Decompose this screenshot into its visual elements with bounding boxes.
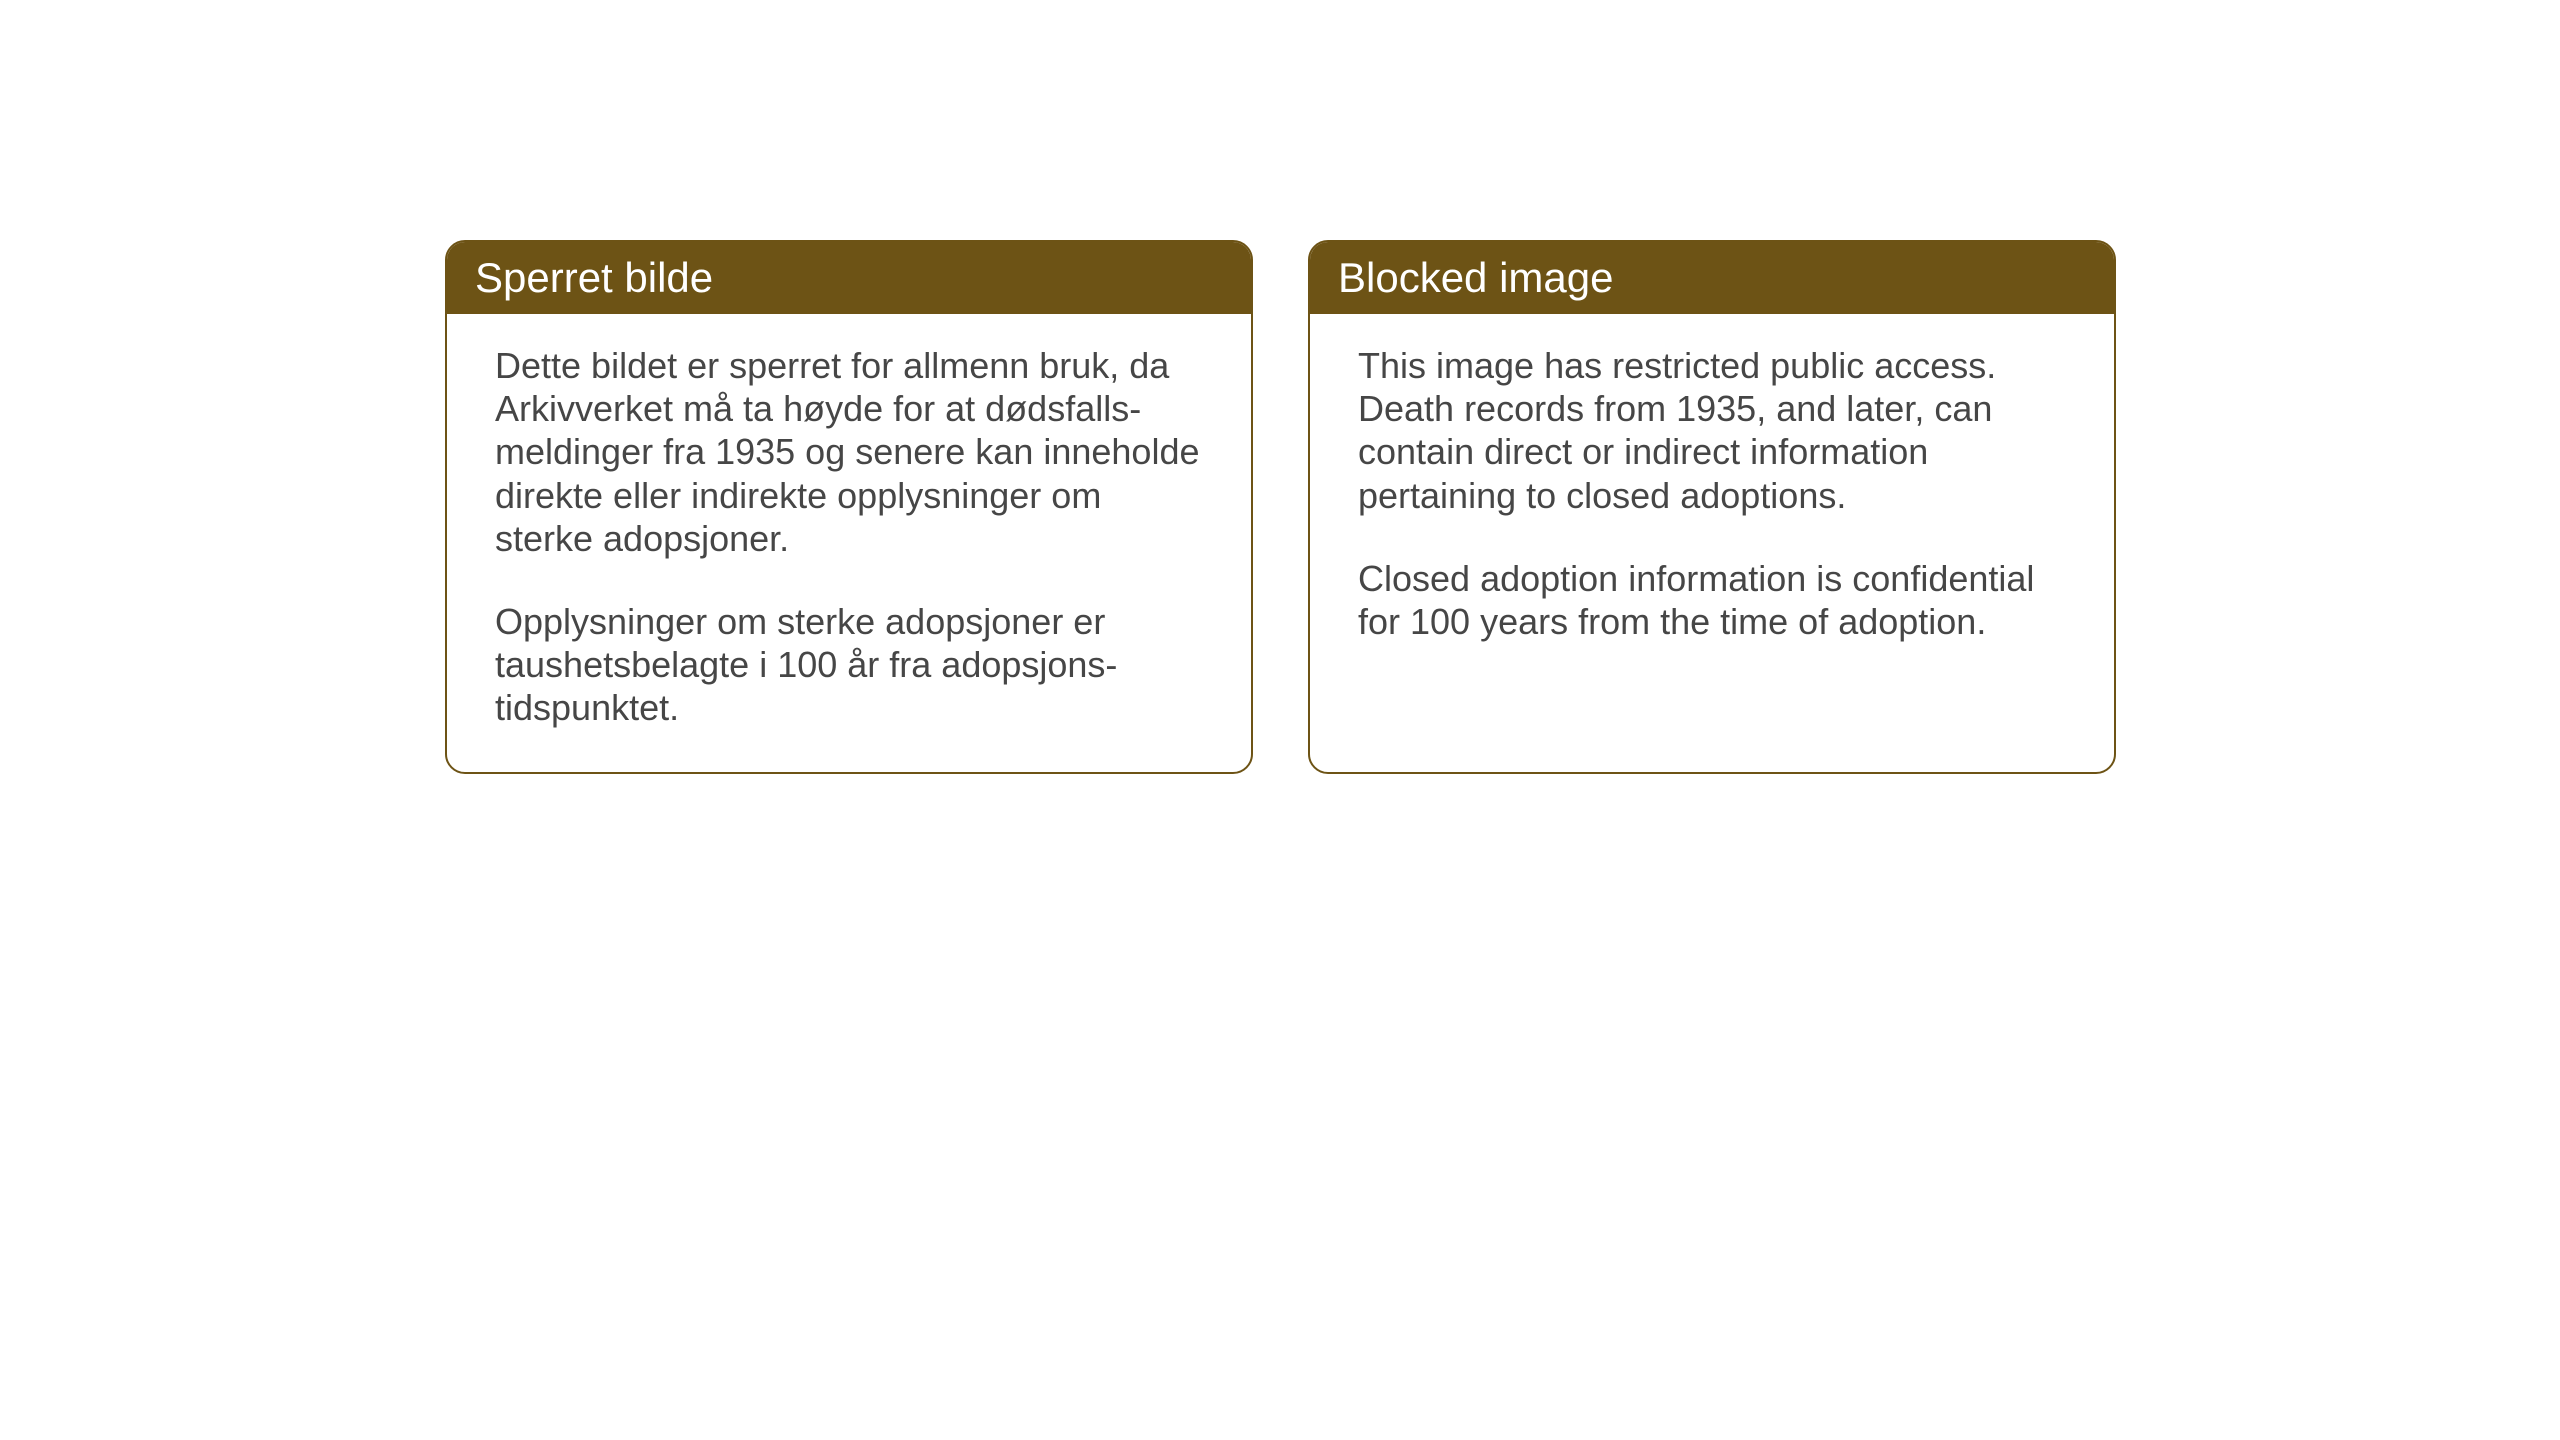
english-paragraph-1: This image has restricted public access.… [1358,344,2066,517]
english-card-body: This image has restricted public access.… [1310,314,2114,685]
norwegian-paragraph-1: Dette bildet er sperret for allmenn bruk… [495,344,1203,560]
norwegian-paragraph-2: Opplysninger om sterke adopsjoner er tau… [495,600,1203,730]
english-notice-card: Blocked image This image has restricted … [1308,240,2116,774]
english-paragraph-2: Closed adoption information is confident… [1358,557,2066,643]
notice-container: Sperret bilde Dette bildet er sperret fo… [445,240,2116,774]
english-card-title: Blocked image [1310,242,2114,314]
norwegian-card-title: Sperret bilde [447,242,1251,314]
norwegian-notice-card: Sperret bilde Dette bildet er sperret fo… [445,240,1253,774]
norwegian-card-body: Dette bildet er sperret for allmenn bruk… [447,314,1251,772]
